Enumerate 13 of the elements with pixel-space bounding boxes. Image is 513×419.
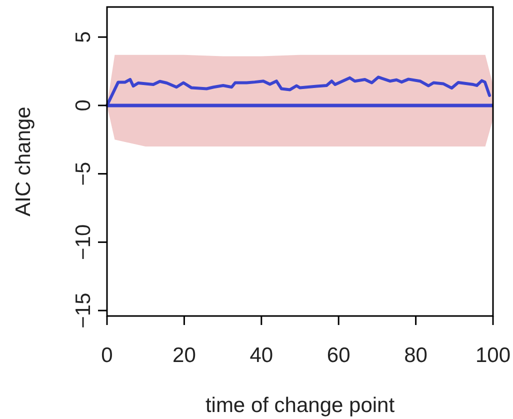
y-tick-label: −15 [72, 292, 95, 328]
x-tick-label: 20 [172, 344, 196, 367]
x-tick-label: 0 [101, 344, 113, 367]
y-tick-label: 5 [72, 31, 95, 43]
y-tick-label: −10 [72, 224, 95, 260]
y-tick-label: 0 [72, 100, 95, 112]
x-axis-title: time of change point [205, 394, 395, 417]
x-tick-label: 100 [475, 344, 511, 367]
x-tick-label: 40 [250, 344, 274, 367]
y-tick-label: −5 [72, 162, 95, 186]
y-axis-title: AIC change [12, 106, 35, 216]
x-tick-label: 60 [326, 344, 350, 367]
x-tick-label: 80 [404, 344, 428, 367]
